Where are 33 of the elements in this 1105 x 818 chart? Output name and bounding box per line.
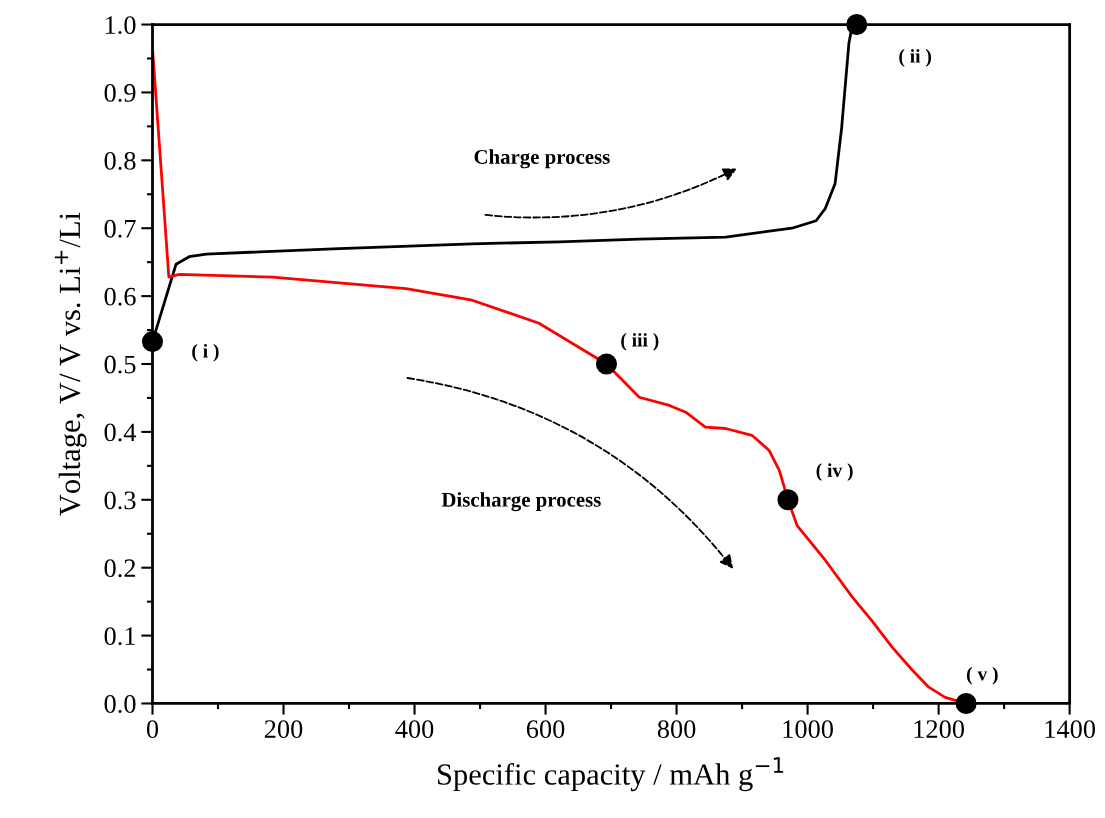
x-tick-label: 1200 [914, 720, 964, 739]
annotation: ( i ) [192, 343, 219, 362]
point [141, 331, 164, 353]
y-axis-title: Voltage, V/ V vs. Li$^{+}$/Li [54, 212, 87, 516]
y-tick-label: 0.2 [104, 559, 136, 578]
y-tick-label: 0.1 [104, 627, 135, 646]
annotation: Charge process [474, 149, 610, 169]
y-tick-label: 0.8 [104, 151, 136, 170]
annotation: ( iv ) [816, 463, 853, 481]
point [777, 489, 799, 511]
annotation: ( iii ) [621, 332, 659, 351]
y-tick-label: 0.0 [104, 695, 136, 714]
point [846, 14, 868, 36]
x-tick-label: 1400 [1045, 720, 1096, 739]
x-axis-title: Specific capacity / mAh g$^{−1}$ [438, 757, 784, 792]
y-tick-label: 0.3 [104, 491, 136, 510]
annotation: Discharge process [441, 492, 601, 512]
annotation: ( ii ) [899, 49, 932, 67]
x-tick-label: 0 [146, 720, 159, 739]
x-tick-label: 800 [657, 720, 696, 739]
annotation: ( v ) [966, 666, 998, 685]
x-tick-label: 1000 [783, 720, 833, 739]
point [955, 692, 977, 714]
x-tick-label: 400 [395, 720, 434, 739]
y-tick-label: 1.0 [105, 16, 136, 35]
x-tick-label: 600 [526, 720, 565, 739]
point [595, 353, 617, 375]
y-tick-label: 0.7 [104, 219, 136, 238]
y-tick-label: 0.5 [104, 355, 136, 374]
y-tick-label: 0.4 [104, 423, 137, 442]
y-tick-label: 0.9 [104, 84, 136, 102]
y-tick-label: 0.6 [104, 287, 136, 306]
x-tick-label: 200 [264, 720, 303, 739]
